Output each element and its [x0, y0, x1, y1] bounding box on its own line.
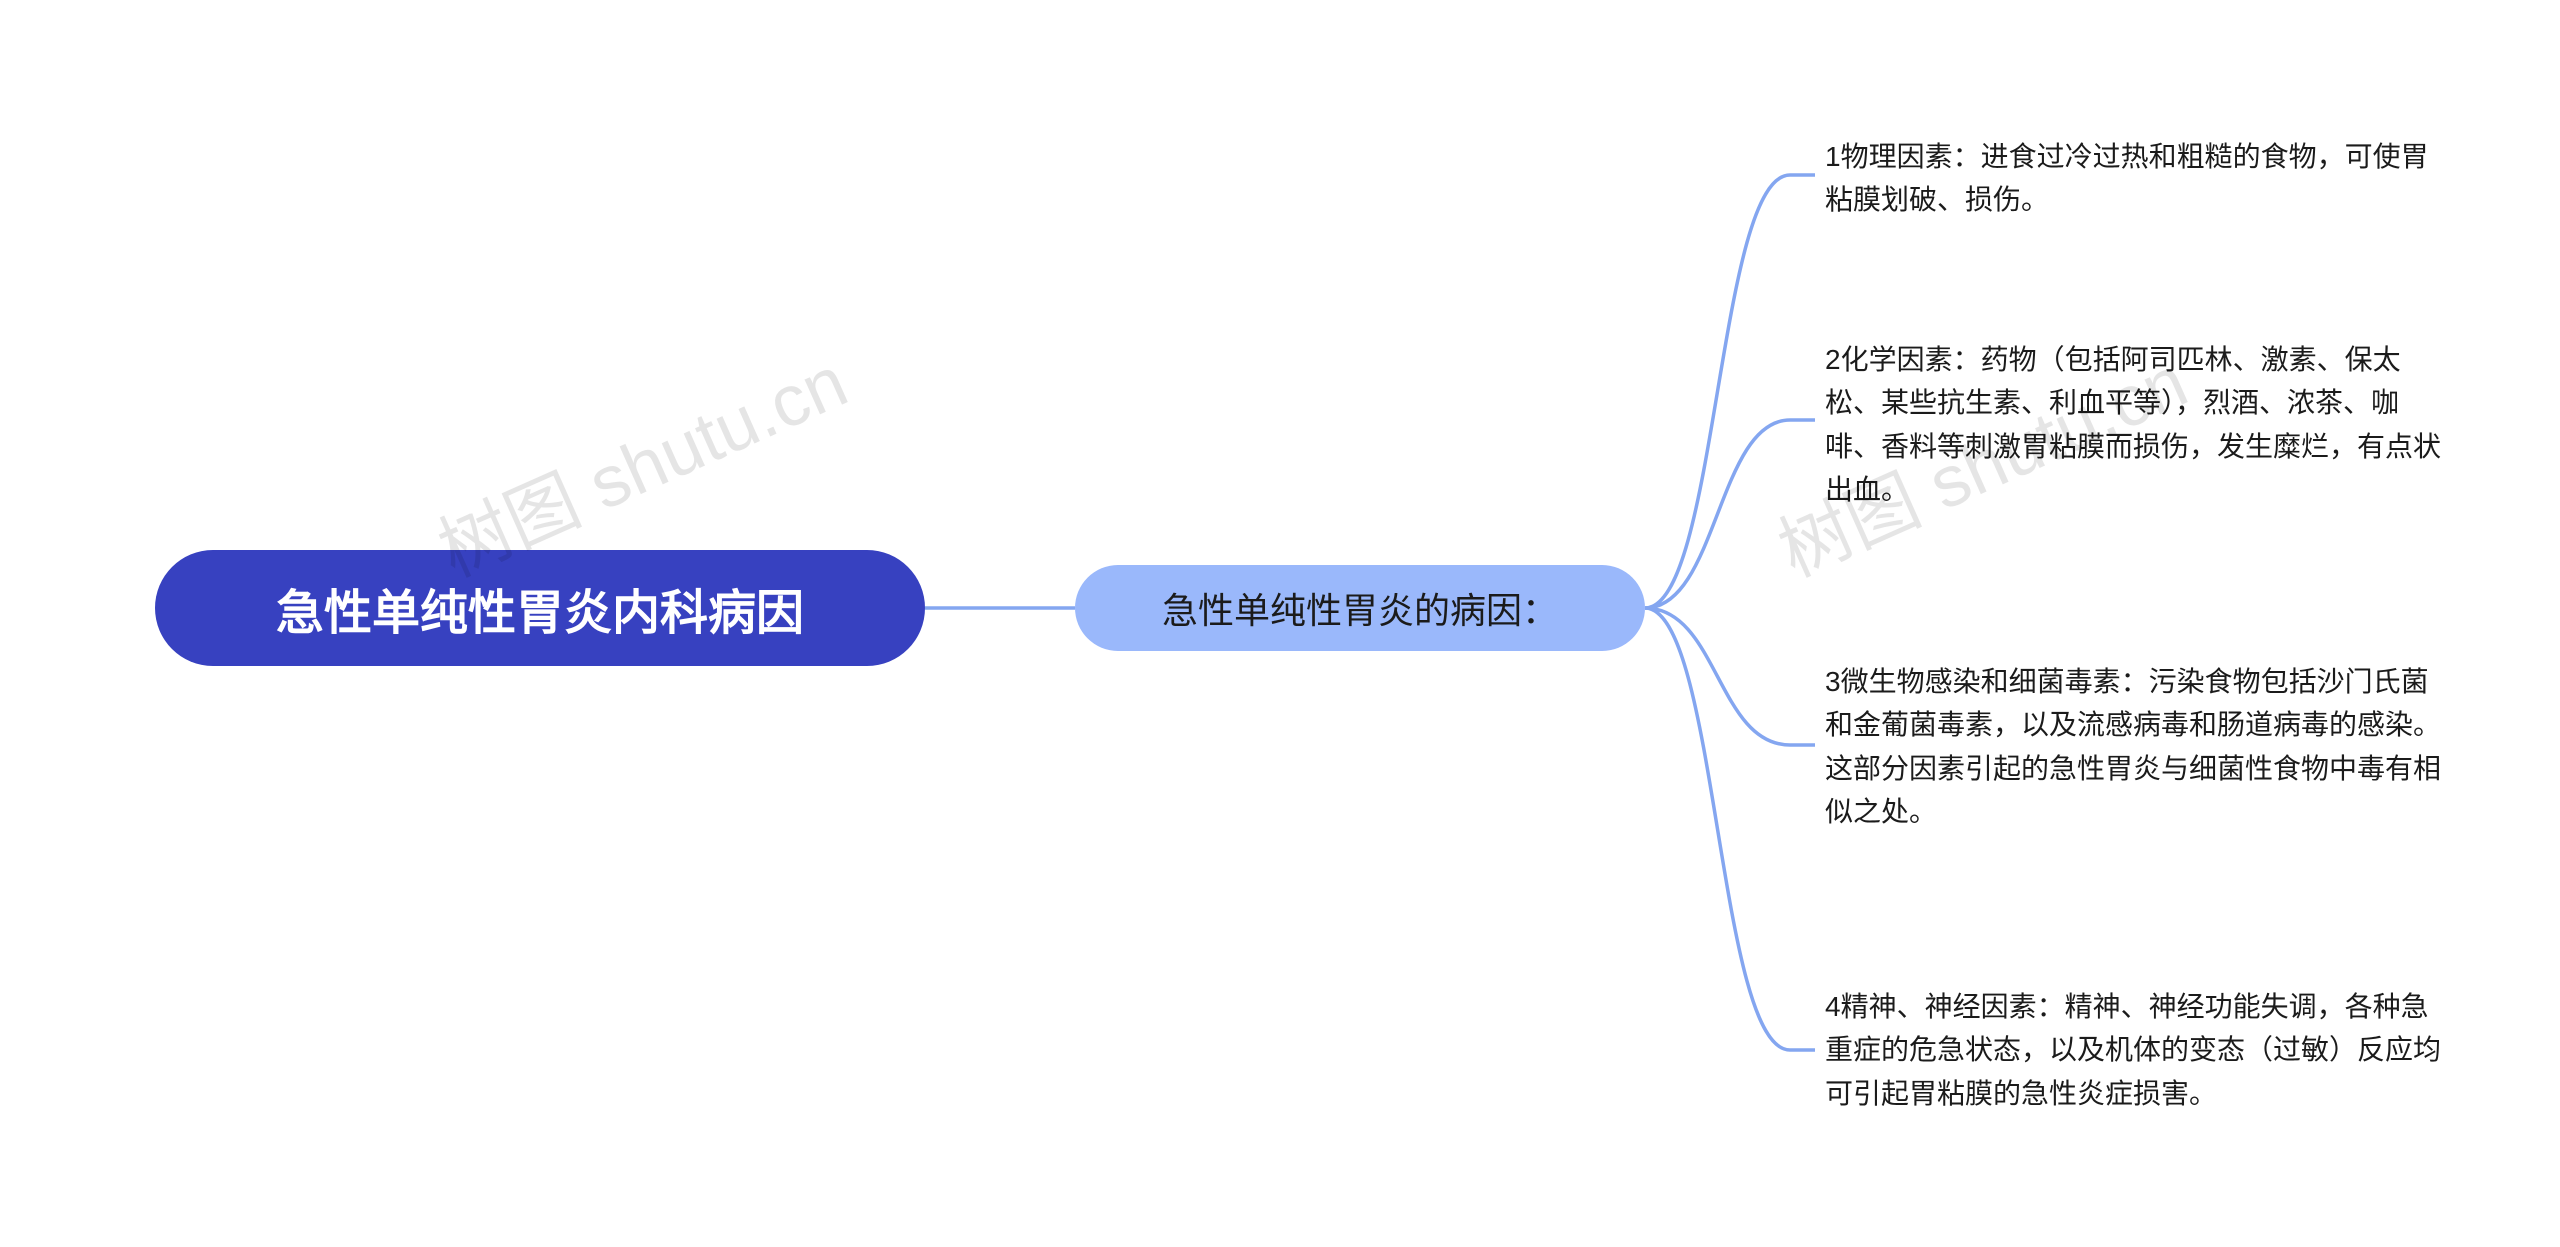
leaf-text: 1物理因素：进食过冷过热和粗糙的食物，可使胃粘膜划破、损伤。	[1825, 141, 2429, 215]
leaf-node-1[interactable]: 1物理因素：进食过冷过热和粗糙的食物，可使胃粘膜划破、损伤。	[1825, 135, 2445, 222]
leaf-text: 4精神、神经因素：精神、神经功能失调，各种急重症的危急状态，以及机体的变态（过敏…	[1825, 991, 2441, 1109]
leaf-node-2[interactable]: 2化学因素：药物（包括阿司匹林、激素、保太松、某些抗生素、利血平等），烈酒、浓茶…	[1825, 338, 2445, 512]
sub-node[interactable]: 急性单纯性胃炎的病因：	[1075, 565, 1645, 651]
mindmap-canvas: 急性单纯性胃炎内科病因 急性单纯性胃炎的病因： 1物理因素：进食过冷过热和粗糙的…	[0, 0, 2560, 1247]
root-node[interactable]: 急性单纯性胃炎内科病因	[155, 550, 925, 666]
sub-label: 急性单纯性胃炎的病因：	[1162, 582, 1558, 634]
leaf-text: 3微生物感染和细菌毒素：污染食物包括沙门氏菌和金葡菌毒素，以及流感病毒和肠道病毒…	[1825, 666, 2441, 827]
leaf-text: 2化学因素：药物（包括阿司匹林、激素、保太松、某些抗生素、利血平等），烈酒、浓茶…	[1825, 344, 2441, 505]
leaf-node-4[interactable]: 4精神、神经因素：精神、神经功能失调，各种急重症的危急状态，以及机体的变态（过敏…	[1825, 985, 2445, 1115]
leaf-node-3[interactable]: 3微生物感染和细菌毒素：污染食物包括沙门氏菌和金葡菌毒素，以及流感病毒和肠道病毒…	[1825, 660, 2445, 834]
root-label: 急性单纯性胃炎内科病因	[276, 573, 804, 643]
